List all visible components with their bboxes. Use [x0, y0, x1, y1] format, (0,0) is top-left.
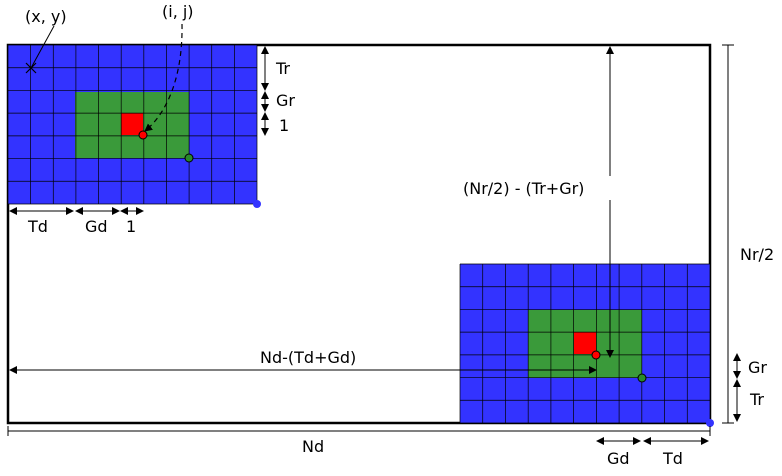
window-corner-marker — [253, 200, 261, 208]
label-one-bottom: 1 — [126, 217, 136, 236]
cell-grid — [459, 263, 711, 424]
cfar-window-top-left — [7, 44, 261, 208]
cut-marker — [138, 130, 148, 140]
xy-cross-marker — [25, 62, 37, 74]
label-tr-top: Tr — [275, 59, 290, 78]
guard-corner-marker — [637, 373, 647, 383]
label-nr-half: Nr/2 — [740, 245, 774, 264]
label-gr-top: Gr — [276, 91, 295, 110]
label-tr-right: Tr — [749, 390, 764, 409]
label-nd-formula: Nd-(Td+Gd) — [260, 348, 356, 367]
label-gd-left: Gd — [85, 217, 108, 236]
cell-grid — [7, 44, 258, 205]
label-bg — [258, 348, 362, 366]
ij-pointer-curve — [144, 23, 183, 132]
cell-under-test — [121, 113, 143, 135]
window-corner-marker — [706, 419, 714, 427]
label-one-right: 1 — [279, 116, 289, 135]
label-td-left: Td — [27, 217, 48, 236]
label-td-bottom: Td — [662, 449, 683, 468]
label-gr-right: Gr — [748, 358, 767, 377]
guard-corner-marker — [184, 153, 194, 163]
cell-under-test — [574, 332, 596, 354]
range-doppler-map-border — [6, 43, 712, 425]
label-center-formula: (Nr/2) - (Tr+Gr) — [463, 179, 584, 198]
label-xy: (x, y) — [25, 7, 67, 26]
label-ij: (i, j) — [162, 2, 194, 21]
label-nd: Nd — [302, 437, 324, 456]
label-bg — [462, 176, 612, 200]
label-gd-bottom: Gd — [607, 449, 630, 468]
cfar-window-bottom-right — [459, 263, 714, 427]
cut-marker — [591, 350, 601, 360]
xy-pointer-line — [30, 25, 55, 69]
